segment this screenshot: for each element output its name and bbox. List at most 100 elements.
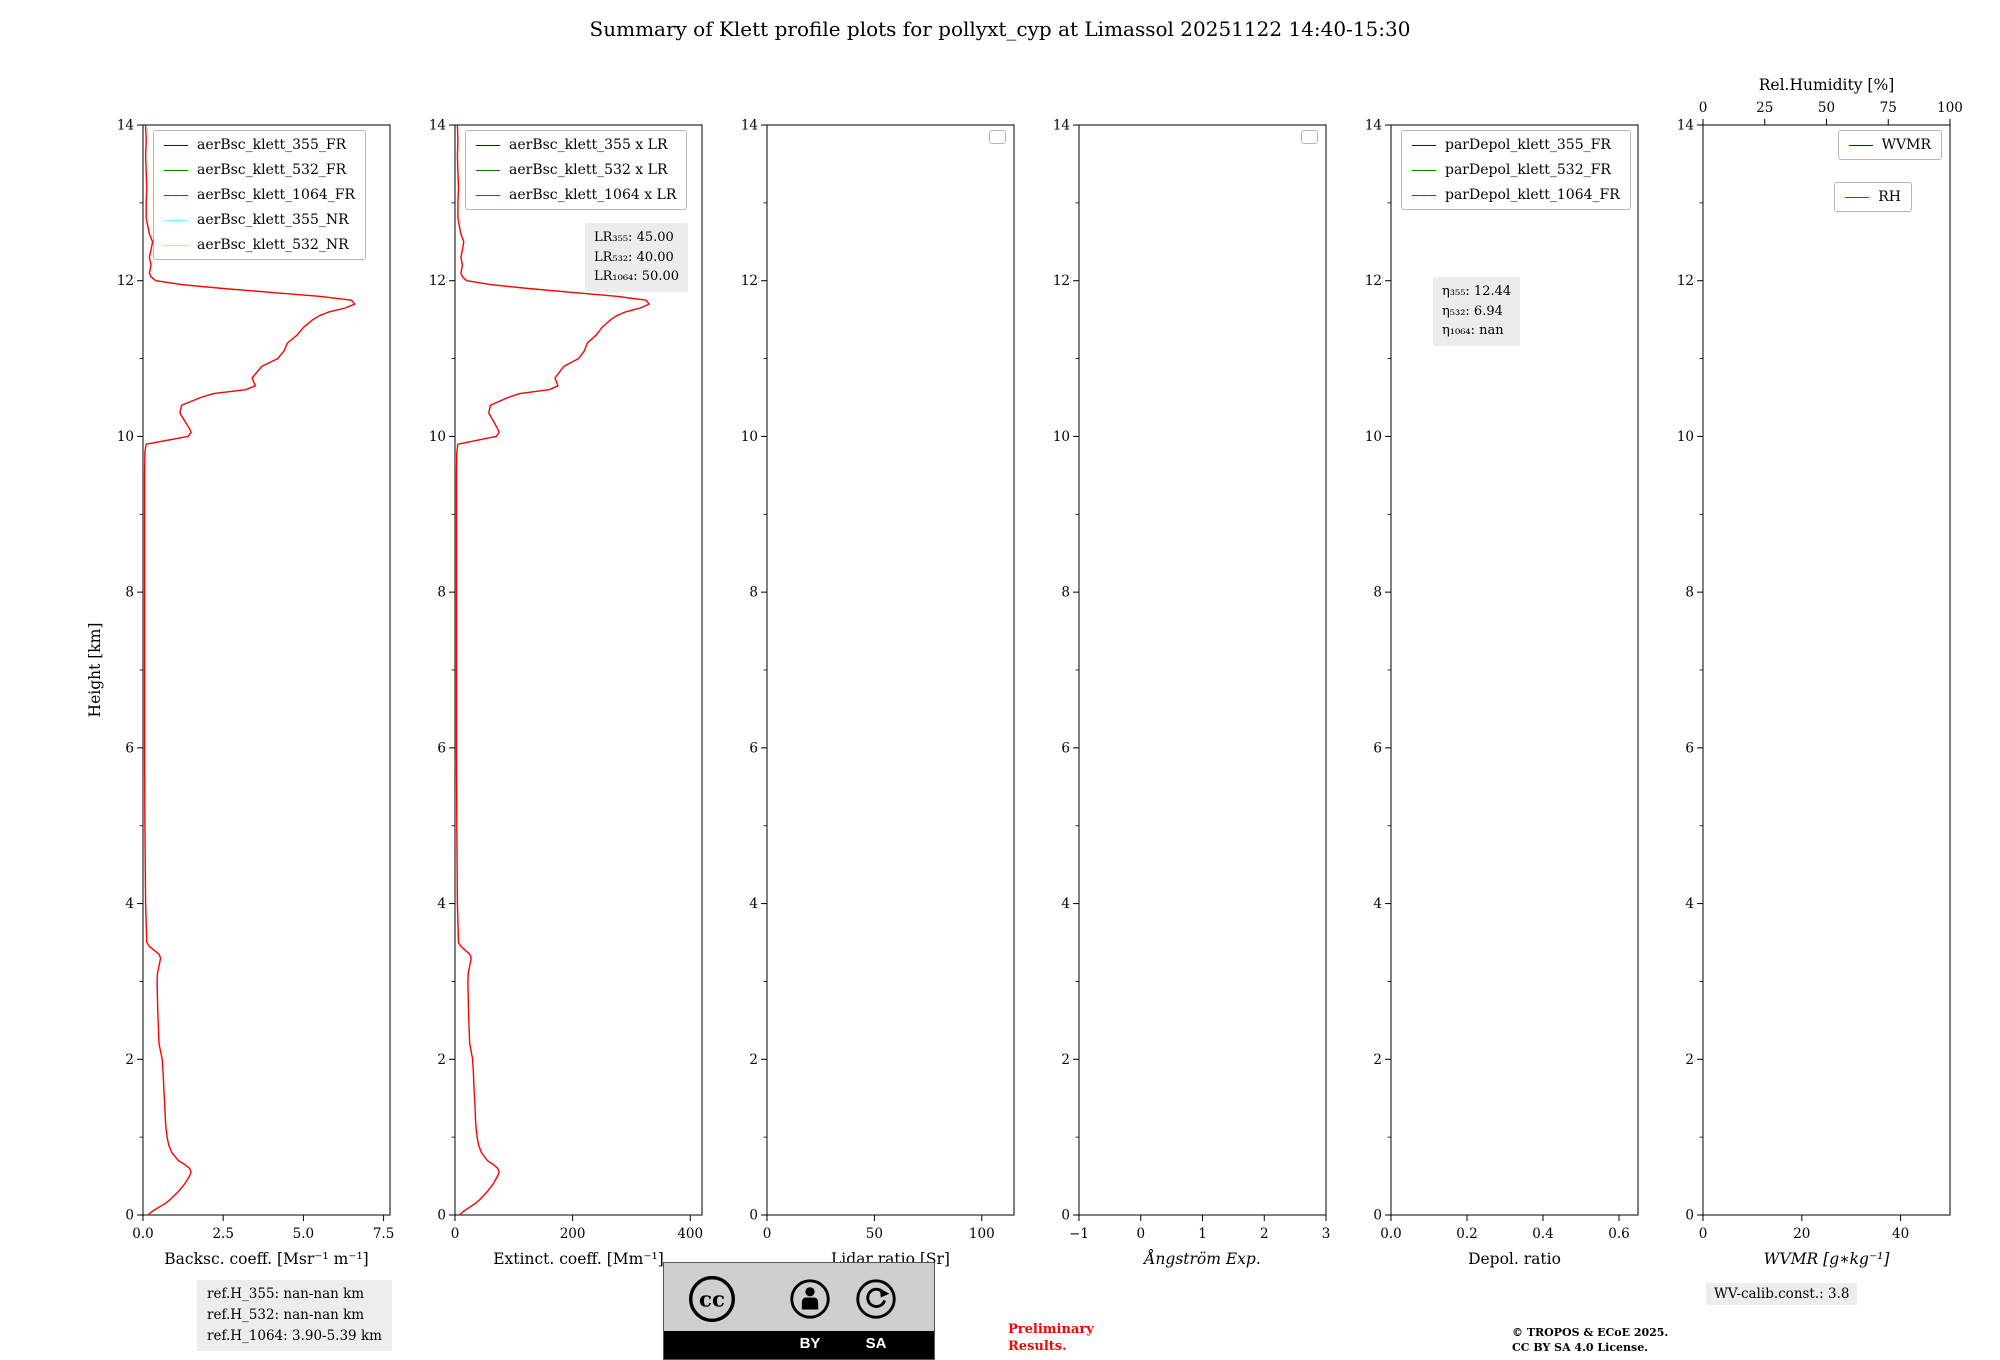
y-tick-label: 12 — [429, 273, 446, 289]
y-tick-label: 10 — [117, 429, 134, 445]
cc-badge-icons: cc — [664, 1263, 934, 1333]
y-tick-label: 2 — [1685, 1052, 1694, 1068]
legend-item: parDepol_klett_355_FR — [1412, 137, 1620, 153]
x-tick-label: 0.0 — [132, 1226, 153, 1242]
legend: parDepol_klett_355_FR parDepol_klett_532_… — [1401, 130, 1631, 210]
y-tick-label: 6 — [437, 740, 446, 756]
x-tick-label: 0 — [1699, 1226, 1708, 1242]
x-tick-label: 20 — [1793, 1226, 1810, 1242]
top-tick-label: 0 — [1699, 100, 1708, 116]
legend-line-swatch — [1412, 144, 1436, 146]
x-tick-label: 40 — [1892, 1226, 1909, 1242]
legend-label: parDepol_klett_1064_FR — [1445, 187, 1620, 203]
x-tick-label: 50 — [866, 1226, 883, 1242]
y-tick-label: 8 — [125, 585, 134, 601]
x-tick-label: 5.0 — [293, 1226, 314, 1242]
svg-text:cc: cc — [699, 1287, 725, 1312]
legend: aerBsc_klett_355 x LR aerBsc_klett_532 x … — [465, 130, 688, 210]
ref-h-355: ref.H_355: nan-nan km — [207, 1286, 365, 1302]
y-tick-label: 12 — [1365, 273, 1382, 289]
legend-line-swatch — [476, 194, 500, 196]
top-tick-label: 50 — [1818, 100, 1835, 116]
y-tick-label: 0 — [125, 1208, 134, 1224]
legend — [1301, 130, 1318, 144]
y-tick-label: 4 — [749, 896, 758, 912]
x-axis-label: WVMR [g∗kg⁻¹] — [1764, 1250, 1891, 1268]
y-tick-label: 4 — [437, 896, 446, 912]
legend-item: aerBsc_klett_355_NR — [164, 212, 355, 228]
wv-calibration-constant: WV-calib.const.: 3.8 — [1706, 1283, 1858, 1305]
copyright-note: © TROPOS & ECoE 2025. CC BY SA 4.0 Licen… — [1512, 1326, 1669, 1354]
x-tick-label: 0.4 — [1532, 1226, 1553, 1242]
y-tick-label: 8 — [749, 585, 758, 601]
legend-label: WVMR — [1881, 137, 1931, 153]
y-tick-label: 12 — [1677, 273, 1694, 289]
y-tick-label: 0 — [437, 1208, 446, 1224]
y-tick-label: 2 — [437, 1052, 446, 1068]
x-tick-label: 7.5 — [373, 1226, 394, 1242]
annotation-line: LR₁₀₆₄: 50.00 — [594, 269, 679, 284]
cc-by-label: BY — [799, 1335, 821, 1352]
x-tick-label: 0.2 — [1456, 1226, 1477, 1242]
y-tick-label: 6 — [1061, 740, 1070, 756]
y-tick-label: 6 — [1685, 740, 1694, 756]
y-tick-label: 4 — [1373, 896, 1382, 912]
plot-frame — [142, 124, 391, 1216]
top-axis-label: Rel.Humidity [%] — [1759, 76, 1895, 94]
y-tick-label: 14 — [1053, 118, 1070, 134]
y-tick-label: 12 — [1053, 273, 1070, 289]
x-tick-label: 0.0 — [1380, 1226, 1401, 1242]
legend-item: RH — [1845, 189, 1901, 205]
legend-line-swatch — [164, 244, 188, 246]
plot-frame — [1702, 124, 1951, 1216]
legend-label: aerBsc_klett_355_NR — [197, 212, 349, 228]
legend-line-swatch — [476, 169, 500, 171]
x-tick-label: 400 — [677, 1226, 703, 1242]
legend-line-swatch — [476, 144, 500, 146]
legend-line-swatch — [1412, 194, 1436, 196]
top-tick-label: 25 — [1756, 100, 1773, 116]
x-tick-label: 0 — [1136, 1226, 1145, 1242]
y-tick-label: 4 — [1061, 896, 1070, 912]
y-tick-label: 8 — [1061, 585, 1070, 601]
x-tick-label: 2.5 — [212, 1226, 233, 1242]
x-tick-label: 200 — [560, 1226, 586, 1242]
panel-extinction: 0 2 4 6 8 10 12 14 0 200 400 Extinct. coeff. [Mm⁻¹] — [429, 118, 703, 1269]
x-axis-label: Ångström Exp. — [1142, 1250, 1261, 1268]
y-tick-label: 0 — [1685, 1208, 1694, 1224]
cc-badge-strip: BY SA — [664, 1331, 934, 1359]
y-tick-label: 4 — [125, 896, 134, 912]
x-axis-label: Backsc. coeff. [Msr⁻¹ m⁻¹] — [164, 1250, 368, 1268]
panel-depol_ratio: 0 2 4 6 8 10 12 14 0.0 0.2 0.4 0.6 Depol. ratio — [1365, 118, 1639, 1268]
legend-label: aerBsc_klett_1064_FR — [197, 187, 356, 203]
share-alike-icon — [856, 1279, 896, 1319]
annotation-line: LR₃₅₅: 45.00 — [594, 230, 674, 245]
plot-frame — [766, 124, 1015, 1216]
x-tick-label: 0 — [451, 1226, 460, 1242]
legend-label: aerBsc_klett_532 x LR — [509, 162, 668, 178]
y-tick-label: 10 — [1053, 429, 1070, 445]
preliminary-results-note: Preliminary Results. — [1008, 1322, 1094, 1354]
ref-h-1064: ref.H_1064: 3.90-5.39 km — [207, 1327, 382, 1344]
x-axis-label: Extinct. coeff. [Mm⁻¹] — [493, 1250, 664, 1268]
y-tick-label: 2 — [749, 1052, 758, 1068]
series-aerBsc_klett_1064_FR — [143, 124, 356, 1216]
legend-item: aerBsc_klett_532 x LR — [476, 162, 676, 178]
y-tick-label: 2 — [125, 1052, 134, 1068]
x-tick-label: 1 — [1198, 1226, 1207, 1242]
legend-line-swatch — [164, 194, 188, 196]
y-tick-label: 14 — [1677, 118, 1694, 134]
legend: WVMR — [1837, 130, 1942, 160]
y-tick-label: 10 — [741, 429, 758, 445]
legend: aerBsc_klett_355_FR aerBsc_klett_532_FR ae… — [153, 130, 367, 260]
legend: RH — [1834, 182, 1912, 212]
x-tick-label: 2 — [1260, 1226, 1269, 1242]
y-tick-label: 8 — [1373, 585, 1382, 601]
legend-label: aerBsc_klett_355 x LR — [509, 137, 668, 153]
x-tick-label: 0.6 — [1608, 1226, 1629, 1242]
y-tick-label: 10 — [429, 429, 446, 445]
annotation-box: η₃₅₅: 12.44 η₅₃₂: 6.94 η₁₀₆₄: nan — [1433, 277, 1521, 346]
legend — [989, 130, 1006, 144]
